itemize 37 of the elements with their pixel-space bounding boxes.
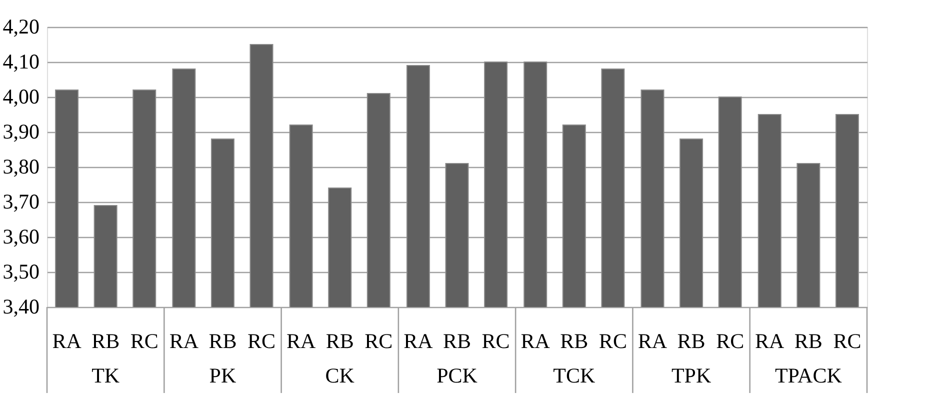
text: RA [520, 329, 550, 353]
y-tick-label: 4,00 [2, 84, 40, 108]
text: RB [794, 329, 822, 353]
text: RB [442, 329, 472, 353]
text: RA [52, 329, 82, 353]
x-tick-label: TPK [671, 364, 712, 388]
series-label: RC [364, 329, 393, 353]
text: RA [638, 329, 668, 353]
text: RA [755, 329, 784, 353]
text: RC [482, 329, 510, 353]
y-tick-label: 3,60 [2, 224, 40, 248]
series-label: RB [208, 329, 237, 353]
text: RB [677, 329, 706, 353]
text: RC [247, 329, 276, 353]
x-tick-label: TK [92, 364, 120, 388]
y-tick-label: 4,20 [2, 14, 40, 38]
text: RB [560, 329, 588, 353]
text: RB [326, 329, 354, 353]
y-tick-label: 3,90 [2, 120, 40, 144]
x-tick-label: CK [325, 364, 354, 388]
y-tick-label: 3,50 [2, 260, 40, 284]
x-tick-label: PK [209, 364, 236, 388]
x-tick-label: TPACK [774, 364, 842, 388]
x-tick-label: TCK [553, 364, 596, 388]
series-label: RA [286, 329, 316, 353]
text: RB [92, 329, 120, 353]
x-tick-label: PCK [436, 364, 478, 388]
y-tick-label: 4,10 [2, 50, 40, 74]
text: RC [130, 329, 158, 353]
y-tick-label: 3,80 [2, 154, 40, 178]
text: RC [716, 329, 744, 353]
text: RC [598, 329, 627, 353]
text: RC [833, 329, 862, 353]
text: RA [404, 329, 433, 353]
text: RA [169, 329, 199, 353]
y-tick-label: 3,40 [2, 294, 40, 318]
y-tick-label: 3,70 [2, 190, 40, 214]
